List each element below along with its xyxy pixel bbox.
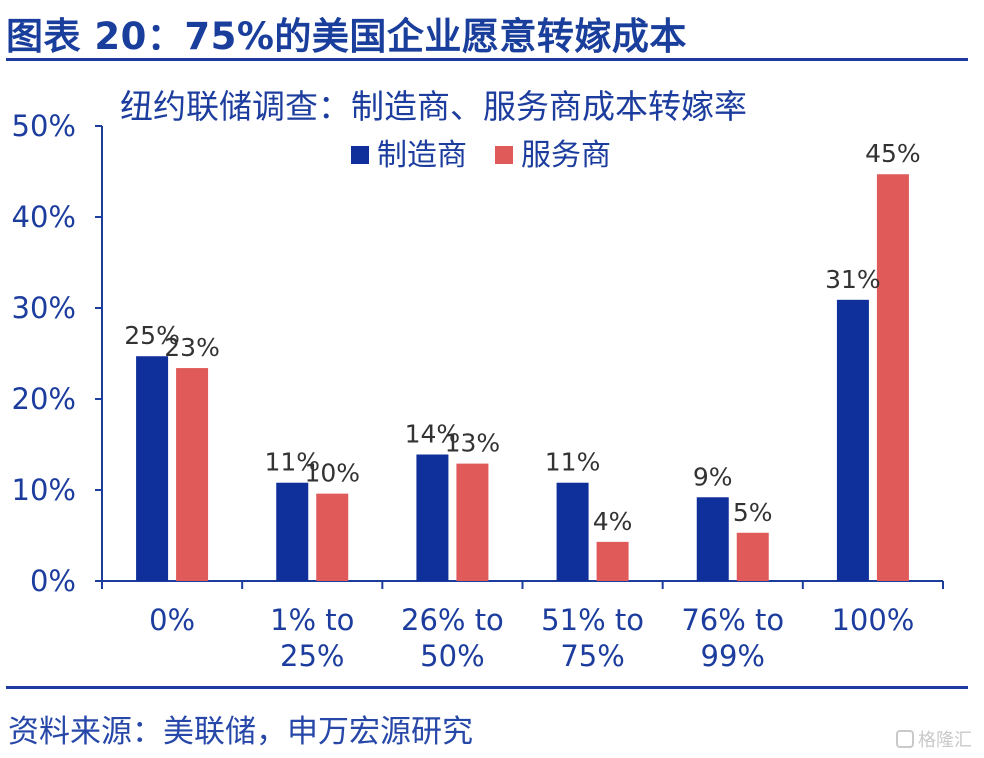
bar-manufacturer	[276, 482, 309, 581]
chart-title: 纽约联储调查：制造商、服务商成本转嫁率	[120, 87, 747, 126]
bar-service	[876, 174, 909, 582]
x-tick-label-line: 1% to	[270, 603, 354, 637]
data-label: 14%	[405, 420, 461, 449]
bar-service	[176, 368, 209, 581]
x-tick-label: 1% to 25%	[270, 603, 354, 673]
x-tick-label: 76% to 99%	[681, 603, 784, 673]
bar-service	[736, 532, 769, 581]
watermark: 格隆汇	[896, 726, 972, 752]
data-label: 23%	[164, 333, 220, 362]
legend-service-label: 服务商	[521, 138, 611, 173]
y-tick-label: 40%	[12, 200, 76, 234]
x-tick-label: 100%	[831, 603, 914, 637]
y-tick-label: 0%	[30, 564, 76, 598]
data-label: 10%	[304, 459, 360, 488]
data-label: 5%	[733, 498, 773, 527]
data-label: 25%	[124, 321, 180, 350]
x-tick-label-line: 76% to	[681, 603, 784, 637]
x-tick-label-line: 100%	[831, 603, 914, 637]
bar-manufacturer	[836, 299, 869, 581]
source-note: 资料来源：美联储，申万宏源研究	[8, 714, 473, 750]
figure-title: 图表 20：75%的美国企业愿意转嫁成本	[6, 15, 687, 58]
x-tick-label-line: 0%	[149, 603, 195, 637]
bottom-rule	[6, 686, 968, 689]
bar-service	[596, 541, 629, 581]
data-label: 9%	[693, 462, 733, 491]
x-tick-label-line: 99%	[701, 639, 765, 673]
data-labels: 25% 11% 14% 11% 9% 31% 23% 10% 13% 4% 5% 45%	[124, 139, 920, 536]
bar-manufacturer	[556, 482, 589, 581]
bar-service	[456, 463, 489, 581]
data-label: 11%	[264, 448, 320, 477]
data-label: 31%	[825, 265, 881, 294]
y-tick-label: 10%	[12, 473, 76, 507]
axes: 0%10%20%30%40%50%0% 1% to 25%26% to 50%51% …	[12, 109, 944, 673]
x-tick-label: 26% to 50%	[401, 603, 504, 673]
bar-chart: 纽约联储调查：制造商、服务商成本转嫁率 制造商 服务商 0% 10% 20% 30% 40…	[12, 87, 944, 673]
bar-manufacturer	[416, 454, 449, 581]
y-tick-label: 30%	[12, 291, 76, 325]
bars	[136, 174, 909, 582]
x-tick-label-line: 26% to	[401, 603, 504, 637]
x-tick-label: 51% to 75%	[541, 603, 644, 673]
x-tick-label-line: 75%	[560, 639, 624, 673]
bar-manufacturer	[136, 356, 169, 581]
y-tick-label: 50%	[12, 109, 76, 143]
y-tick-label: 20%	[12, 382, 76, 416]
bar-manufacturer	[696, 497, 729, 581]
legend-manufacturer-label: 制造商	[377, 138, 467, 173]
watermark-logo-icon	[896, 730, 914, 748]
x-tick-label: 0%	[149, 603, 195, 637]
top-rule	[6, 58, 968, 61]
x-tick-label-line: 25%	[280, 639, 344, 673]
legend-manufacturer-swatch	[351, 146, 369, 164]
data-label: 11%	[545, 448, 601, 477]
legend-service-swatch	[495, 146, 513, 164]
bar-service	[316, 493, 349, 581]
legend: 制造商 服务商	[351, 138, 611, 173]
watermark-text: 格隆汇	[918, 730, 972, 751]
x-tick-label-line: 50%	[420, 639, 484, 673]
data-label: 13%	[445, 429, 501, 458]
data-label: 45%	[865, 139, 921, 168]
x-tick-label-line: 51% to	[541, 603, 644, 637]
data-label: 4%	[593, 507, 633, 536]
